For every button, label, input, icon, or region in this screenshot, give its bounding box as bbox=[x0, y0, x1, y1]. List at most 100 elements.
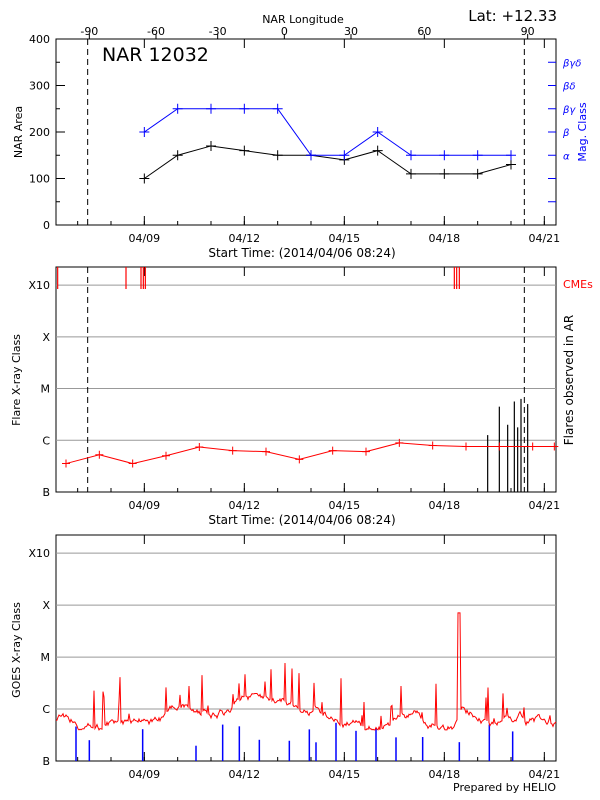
y-tick-label: 0 bbox=[43, 219, 50, 232]
data-point bbox=[239, 145, 250, 156]
data-point bbox=[162, 451, 170, 460]
top-tick-label: 0 bbox=[281, 25, 288, 38]
series-line bbox=[144, 108, 511, 156]
panel-3-ylabel: GOES X-ray Class bbox=[10, 602, 23, 698]
y-tick-label: 300 bbox=[29, 80, 50, 93]
panel-flare-class: Flare X-ray Class Flares observed in AR … bbox=[10, 266, 593, 527]
data-point bbox=[206, 140, 216, 151]
data-point bbox=[472, 168, 483, 179]
data-point bbox=[172, 103, 183, 114]
data-point bbox=[406, 168, 416, 179]
data-point bbox=[262, 447, 270, 456]
x-tick-label: 04/12 bbox=[228, 499, 260, 512]
x-tick-label: 04/09 bbox=[128, 232, 160, 245]
y-tick-label: B bbox=[42, 755, 50, 768]
data-point bbox=[295, 455, 304, 464]
data-point bbox=[528, 442, 537, 451]
data-point bbox=[228, 446, 237, 455]
data-point bbox=[172, 150, 183, 161]
data-point bbox=[406, 150, 416, 161]
data-point bbox=[395, 438, 404, 447]
top-tick-label: 30 bbox=[344, 25, 358, 38]
data-point bbox=[362, 447, 370, 456]
data-point bbox=[462, 442, 470, 451]
data-point bbox=[272, 150, 283, 161]
data-point bbox=[372, 145, 383, 156]
data-point bbox=[428, 441, 437, 450]
panel-1-y2label: Mag. Class bbox=[576, 102, 589, 161]
data-point bbox=[95, 450, 104, 459]
panel-goes-xray: GOES X-ray Class 04/09 04/12 04/15 04/18 04/… bbox=[10, 534, 560, 781]
x-tick-label: 04/15 bbox=[328, 232, 360, 245]
credit-label: Prepared by HELIO bbox=[453, 781, 556, 794]
y2-tick-label: βγ bbox=[562, 105, 576, 116]
panel-nar-area: NAR 12032 NAR Longitude NAR Area Mag. Cl… bbox=[12, 13, 589, 260]
y-tick-label: B bbox=[42, 486, 50, 499]
data-point bbox=[506, 150, 516, 161]
x-tick-label: 04/18 bbox=[428, 232, 460, 245]
data-point bbox=[272, 103, 283, 114]
y-tick-label: C bbox=[42, 703, 50, 716]
top-tick-label: -60 bbox=[147, 25, 165, 38]
y-tick-label: X10 bbox=[28, 547, 50, 560]
y-tick-label: X bbox=[42, 331, 50, 344]
y-tick-label: X10 bbox=[28, 279, 50, 292]
top-tick-label: -30 bbox=[209, 25, 227, 38]
panel-3-frame bbox=[55, 534, 557, 762]
data-point bbox=[306, 150, 316, 161]
panel-2-y2label: Flares observed in AR bbox=[562, 315, 576, 445]
y2-tick-label: β bbox=[562, 128, 570, 139]
y-tick-label: 200 bbox=[29, 126, 50, 139]
y2-tick-label: βγδ bbox=[562, 58, 581, 69]
panel-2-frame bbox=[55, 266, 557, 493]
y-tick-label: C bbox=[42, 434, 50, 447]
y2-tick-label: βδ bbox=[562, 82, 576, 93]
data-point bbox=[472, 150, 483, 161]
x-tick-label: 04/09 bbox=[128, 768, 160, 781]
y-tick-label: 100 bbox=[29, 173, 50, 186]
series-line bbox=[65, 442, 555, 465]
data-point bbox=[62, 459, 70, 468]
panel-2-ylabel: Flare X-ray Class bbox=[10, 334, 23, 426]
x-tick-label: 04/15 bbox=[328, 768, 360, 781]
goes-trace bbox=[55, 612, 557, 731]
panel-2-xlabel: Start Time: (2014/04/06 08:24) bbox=[208, 513, 395, 527]
data-point bbox=[495, 442, 504, 451]
data-point bbox=[372, 127, 383, 137]
top-tick-label: -90 bbox=[80, 25, 98, 38]
x-tick-label: 04/18 bbox=[428, 768, 460, 781]
top-tick-label: 60 bbox=[417, 25, 431, 38]
data-point bbox=[128, 459, 137, 468]
data-point bbox=[239, 103, 250, 114]
top-tick-label: 90 bbox=[521, 25, 535, 38]
panel-1-xlabel: Start Time: (2014/04/06 08:24) bbox=[208, 246, 395, 260]
data-point bbox=[328, 446, 337, 455]
data-point bbox=[195, 443, 204, 451]
x-tick-label: 04/12 bbox=[228, 232, 260, 245]
data-point bbox=[439, 168, 450, 179]
data-point bbox=[139, 173, 150, 184]
top-axis-label: NAR Longitude bbox=[262, 13, 344, 26]
x-tick-label: 04/12 bbox=[228, 768, 260, 781]
data-point bbox=[439, 150, 450, 161]
data-point bbox=[206, 103, 216, 114]
panel-1-ylabel: NAR Area bbox=[12, 106, 25, 158]
x-tick-label: 04/09 bbox=[128, 499, 160, 512]
y-tick-label: 400 bbox=[29, 33, 50, 46]
data-point bbox=[550, 442, 559, 451]
y-tick-label: M bbox=[41, 651, 51, 664]
data-point bbox=[506, 159, 516, 170]
y-tick-label: M bbox=[41, 383, 51, 396]
x-tick-label: 04/21 bbox=[528, 232, 560, 245]
panel-1-title: NAR 12032 bbox=[102, 44, 209, 66]
y-tick-label: X bbox=[42, 599, 50, 612]
data-point bbox=[339, 150, 350, 161]
x-tick-label: 04/21 bbox=[528, 768, 560, 781]
latitude-label: Lat: +12.33 bbox=[468, 7, 557, 25]
series-line bbox=[144, 145, 512, 179]
x-tick-label: 04/18 bbox=[428, 499, 460, 512]
panel-1-frame bbox=[55, 38, 557, 226]
x-tick-label: 04/21 bbox=[528, 499, 560, 512]
y2-tick-label: α bbox=[563, 151, 570, 162]
